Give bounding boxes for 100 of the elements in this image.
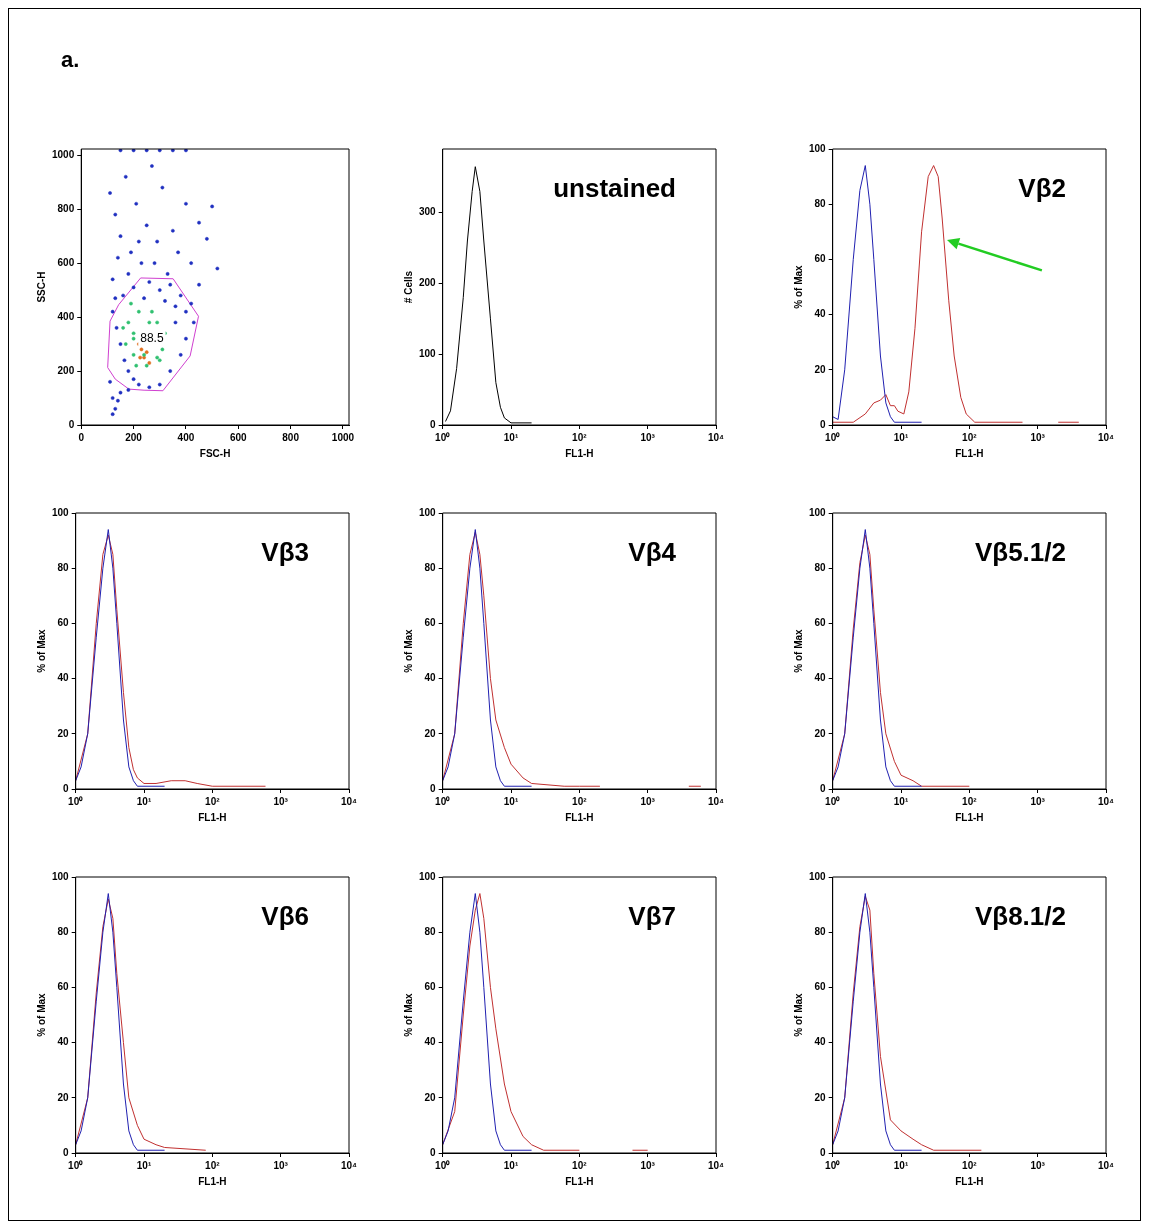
x-tick-label: 10² [962, 1159, 978, 1171]
y-tick-label: 60 [424, 981, 437, 993]
y-axis-title: % of Max [792, 264, 804, 309]
y-tick-label: 40 [814, 672, 827, 684]
y-tick-label: 100 [809, 142, 827, 154]
y-tick-label: 60 [814, 617, 827, 629]
y-tick-label: 0 [63, 1146, 70, 1158]
x-tick-label: 10⁴ [340, 795, 358, 807]
y-axis-title: % of Max [402, 628, 414, 673]
y-tick-label: 60 [57, 617, 70, 629]
x-tick-label: 10⁰ [825, 1159, 841, 1171]
y-axis-title: % of Max [35, 992, 47, 1037]
y-axis-title: % of Max [792, 628, 804, 673]
x-tick-label: 10⁴ [340, 1159, 358, 1171]
y-tick-label: 20 [814, 363, 827, 375]
x-tick-label: 0 [78, 431, 85, 443]
y-tick-label: 40 [814, 308, 827, 320]
y-tick-label: 200 [57, 364, 75, 376]
y-tick-label: 100 [52, 506, 70, 518]
annotation: Vβ4 [628, 537, 677, 568]
y-tick-label: 0 [68, 418, 75, 430]
y-axis-title: % of Max [35, 628, 47, 673]
y-tick-label: 100 [419, 870, 437, 882]
x-tick-label: 10² [962, 431, 978, 443]
y-tick-label: 40 [424, 672, 437, 684]
y-tick-label: 20 [57, 727, 70, 739]
x-tick-label: 10¹ [503, 431, 519, 443]
x-axis-title: FL1-H [955, 1175, 984, 1187]
x-axis-title: FL1-H [198, 1175, 227, 1187]
x-axis-title: FL1-H [955, 447, 984, 459]
y-tick-label: 20 [424, 1091, 437, 1103]
x-tick-label: 10⁴ [707, 431, 725, 443]
x-tick-label: 10¹ [893, 1159, 909, 1171]
x-tick-label: 10³ [640, 795, 656, 807]
y-tick-label: 80 [814, 925, 827, 937]
x-tick-label: 10⁰ [435, 795, 451, 807]
x-tick-label: 10³ [1030, 1159, 1046, 1171]
x-tick-label: 10³ [640, 431, 656, 443]
y-tick-label: 80 [424, 561, 437, 573]
y-tick-label: 20 [814, 1091, 827, 1103]
x-tick-label: 10² [205, 795, 221, 807]
y-tick-label: 80 [814, 561, 827, 573]
y-tick-label: 0 [820, 782, 827, 794]
annotation: Vβ7 [628, 901, 676, 932]
x-tick-label: 10⁴ [707, 1159, 725, 1171]
y-tick-label: 60 [424, 617, 437, 629]
y-axis-title: % of Max [402, 992, 414, 1037]
x-tick-label: 10¹ [893, 431, 909, 443]
x-tick-label: 10² [572, 431, 588, 443]
y-tick-label: 80 [814, 197, 827, 209]
annotation: Vβ8.1/2 [974, 901, 1066, 932]
x-tick-label: 10⁴ [1097, 795, 1115, 807]
x-tick-label: 600 [229, 431, 248, 443]
x-tick-label: 10⁰ [435, 1159, 451, 1171]
annotation: Vβ2 [1018, 173, 1066, 204]
x-axis-title: FL1-H [955, 811, 984, 823]
y-tick-label: 0 [63, 782, 70, 794]
y-tick-label: 1000 [52, 148, 75, 160]
y-tick-label: 40 [424, 1036, 437, 1048]
x-axis-title: FL1-H [198, 811, 227, 823]
annotation: Vβ3 [261, 537, 309, 568]
y-tick-label: 20 [424, 727, 437, 739]
x-tick-label: 10⁰ [68, 795, 84, 807]
y-tick-label: 100 [809, 506, 827, 518]
y-tick-label: 0 [820, 418, 827, 430]
x-tick-label: 10³ [640, 1159, 656, 1171]
y-tick-label: 80 [57, 925, 70, 937]
x-tick-label: 10² [572, 795, 588, 807]
y-tick-label: 80 [57, 561, 70, 573]
x-tick-label: 10⁰ [825, 431, 841, 443]
y-tick-label: 40 [57, 1036, 70, 1048]
x-tick-label: 10² [962, 795, 978, 807]
y-tick-label: 0 [820, 1146, 827, 1158]
x-tick-label: 800 [282, 431, 300, 443]
x-tick-label: 10¹ [136, 1159, 152, 1171]
x-tick-label: 10¹ [503, 795, 519, 807]
y-tick-label: 200 [419, 277, 437, 289]
x-tick-label: 10⁰ [435, 431, 451, 443]
y-tick-label: 40 [57, 672, 70, 684]
x-tick-label: 10⁴ [1097, 1159, 1115, 1171]
x-tick-label: 10³ [1030, 431, 1046, 443]
y-tick-label: 300 [419, 206, 437, 218]
y-tick-label: 400 [57, 310, 75, 322]
x-tick-label: 10² [205, 1159, 221, 1171]
x-tick-label: 10⁴ [707, 795, 725, 807]
y-tick-label: 600 [57, 256, 75, 268]
x-tick-label: 10⁰ [825, 795, 841, 807]
y-tick-label: 100 [419, 506, 437, 518]
x-tick-label: 1000 [331, 431, 355, 443]
x-tick-label: 10³ [1030, 795, 1046, 807]
y-tick-label: 0 [430, 1146, 437, 1158]
annotation: Vβ5.1/2 [974, 537, 1066, 568]
y-axis-title: % of Max [792, 992, 804, 1037]
y-axis-title: SSC-H [35, 271, 47, 303]
chart-title: a. [61, 47, 80, 73]
y-tick-label: 800 [57, 202, 75, 214]
x-tick-label: 10³ [273, 1159, 289, 1171]
y-tick-label: 20 [814, 727, 827, 739]
y-tick-label: 20 [57, 1091, 70, 1103]
x-tick-label: 10¹ [893, 795, 909, 807]
